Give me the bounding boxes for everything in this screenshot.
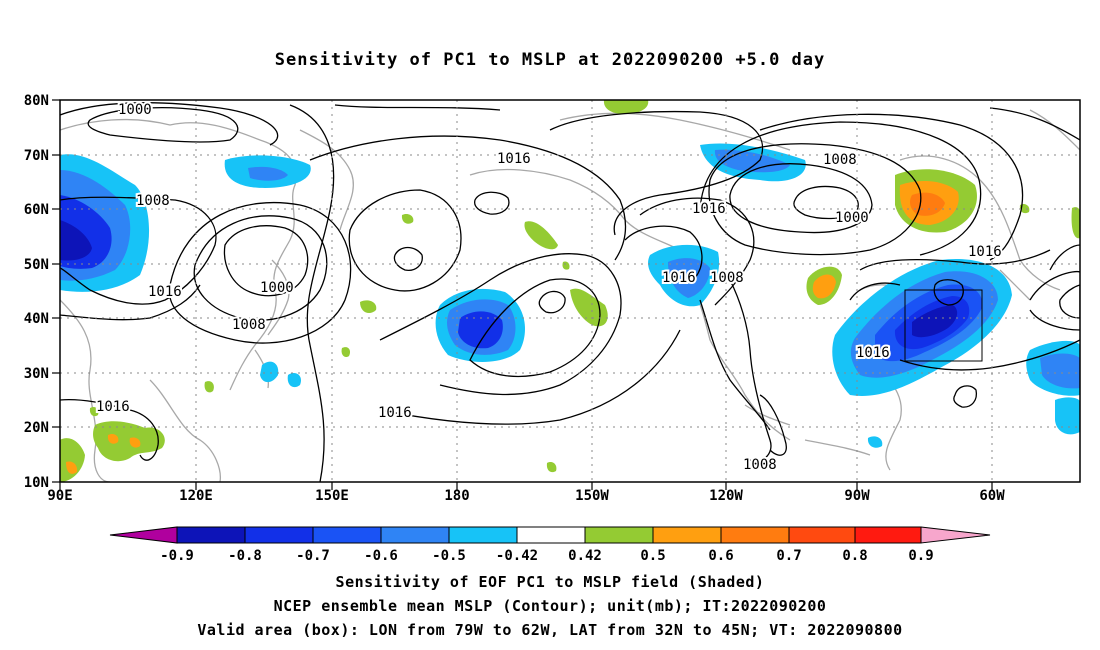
lon-label: 60W <box>979 488 1005 504</box>
colorbar-swatch <box>380 526 450 544</box>
footer-line-2: NCEP ensemble mean MSLP (Contour); unit(… <box>273 597 827 615</box>
contour-label: 1016 <box>968 244 1002 260</box>
colorbar-label: 0.5 <box>640 548 665 564</box>
contour-label: 1016 <box>662 270 696 286</box>
contour-label: 1016 <box>497 151 531 167</box>
colorbar-swatch <box>176 526 246 544</box>
colorbar-label: 0.6 <box>708 548 733 564</box>
colorbar-label: -0.42 <box>496 548 538 564</box>
colorbar-label: -0.9 <box>160 548 194 564</box>
colorbar-label: -0.5 <box>432 548 466 564</box>
axis-ticks <box>52 99 993 490</box>
lon-label: 120W <box>709 488 743 504</box>
map-frame <box>59 99 1081 483</box>
colorbar-swatch <box>854 526 922 544</box>
colorbar-label: 0.7 <box>776 548 801 564</box>
contour-label: 1008 <box>232 317 266 333</box>
contour-label: 1016 <box>692 201 726 217</box>
colorbar-label: 0.8 <box>842 548 867 564</box>
lon-label: 180 <box>444 488 469 504</box>
lon-label: 150E <box>315 488 349 504</box>
mslp-contours <box>60 102 1080 482</box>
colorbar-swatch <box>720 526 790 544</box>
contour-label: 1016 <box>856 345 890 361</box>
valid-area-box <box>904 289 983 362</box>
contour-labels: 1000 1008 1016 1016 1000 1008 1016 1016 … <box>94 100 1004 475</box>
lon-label: 90W <box>844 488 870 504</box>
lat-label: 10N <box>24 475 49 491</box>
colorbar-swatch <box>584 526 654 544</box>
contour-label: 1000 <box>835 210 869 226</box>
colorbar-arrow-high <box>920 526 991 544</box>
colorbar-arrow-low <box>109 526 178 544</box>
lon-labels: 90E 120E 150E 180 150W 120W 90W 60W <box>47 488 1005 504</box>
lat-label: 30N <box>24 366 49 382</box>
contour-label: 1016 <box>96 399 130 415</box>
graticule <box>60 100 1080 482</box>
contour-label: 1000 <box>118 102 152 118</box>
lon-label: 120E <box>179 488 213 504</box>
lat-label: 80N <box>24 93 49 109</box>
lat-label: 50N <box>24 257 49 273</box>
contour-label: 1000 <box>260 280 294 296</box>
colorbar-swatch <box>788 526 856 544</box>
colorbar <box>109 526 991 544</box>
colorbar-label: -0.8 <box>228 548 262 564</box>
colorbar-label: -0.6 <box>364 548 398 564</box>
colorbar-label: -0.7 <box>296 548 330 564</box>
footer-line-3: Valid area (box): LON from 79W to 62W, L… <box>197 621 903 639</box>
lon-label: 90E <box>47 488 72 504</box>
lon-label: 150W <box>575 488 609 504</box>
chart-title: Sensitivity of PC1 to MSLP at 2022090200… <box>274 50 826 70</box>
colorbar-labels: -0.9 -0.8 -0.7 -0.6 -0.5 -0.42 0.42 0.5 … <box>160 548 934 564</box>
colorbar-swatch <box>244 526 314 544</box>
contour-label: 1016 <box>378 405 412 421</box>
lat-label: 60N <box>24 202 49 218</box>
colorbar-swatch <box>516 526 586 544</box>
lat-label: 40N <box>24 311 49 327</box>
lat-labels: 80N 70N 60N 50N 40N 30N 20N 10N <box>24 93 49 491</box>
colorbar-swatch <box>448 526 518 544</box>
colorbar-swatch <box>312 526 382 544</box>
colorbar-swatch <box>652 526 722 544</box>
lat-label: 20N <box>24 420 49 436</box>
colorbar-label: 0.42 <box>568 548 602 564</box>
sensitivity-map: 1000 1008 1016 1016 1000 1008 1016 1016 … <box>24 93 1081 564</box>
contour-label: 1008 <box>136 193 170 209</box>
contour-label: 1008 <box>710 270 744 286</box>
sensitivity-shading <box>60 100 1080 482</box>
colorbar-label: 0.9 <box>908 548 933 564</box>
contour-label: 1008 <box>823 152 857 168</box>
contour-label: 1008 <box>743 457 777 473</box>
lat-label: 70N <box>24 148 49 164</box>
contour-label: 1016 <box>148 284 182 300</box>
footer-line-1: Sensitivity of EOF PC1 to MSLP field (Sh… <box>335 573 765 591</box>
